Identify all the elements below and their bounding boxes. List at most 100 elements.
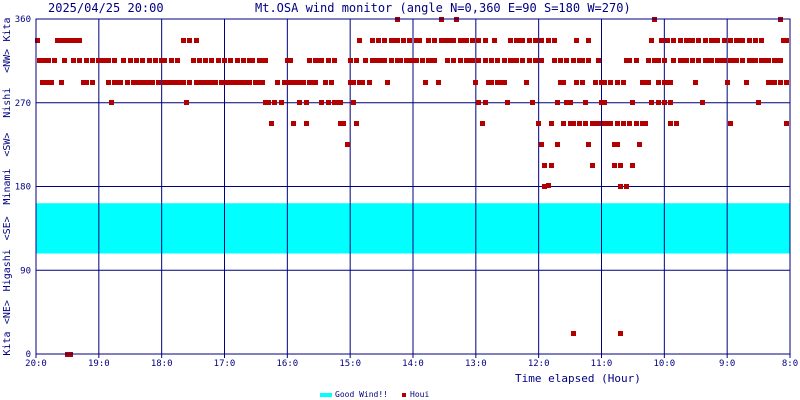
- houi-point: [605, 121, 610, 126]
- houi-point: [759, 38, 764, 43]
- houi-point: [539, 142, 544, 147]
- houi-point: [351, 100, 356, 105]
- houi-point: [502, 80, 507, 85]
- houi-point: [216, 58, 221, 63]
- houi-point: [766, 58, 771, 63]
- houi-point: [715, 38, 720, 43]
- houi-point: [549, 121, 554, 126]
- houi-point: [555, 100, 560, 105]
- houi-point: [709, 58, 714, 63]
- houi-point: [586, 142, 591, 147]
- houi-point: [169, 80, 174, 85]
- houi-point: [687, 38, 692, 43]
- y-tick-label: 180: [15, 183, 31, 193]
- houi-point: [489, 80, 494, 85]
- houi-point: [323, 80, 328, 85]
- houi-point: [740, 38, 745, 43]
- houi-point: [131, 80, 136, 85]
- houi-point: [621, 80, 626, 85]
- houi-point: [140, 58, 145, 63]
- houi-point: [187, 38, 192, 43]
- houi-point: [172, 80, 177, 85]
- houi-points-layer: [35, 17, 789, 357]
- houi-point: [508, 38, 513, 43]
- houi-point: [367, 80, 372, 85]
- houi-point: [552, 38, 557, 43]
- houi-point: [304, 121, 309, 126]
- houi-point: [159, 58, 164, 63]
- houi-point: [599, 80, 604, 85]
- houi-point: [341, 121, 346, 126]
- houi-point: [627, 58, 632, 63]
- houi-point: [703, 38, 708, 43]
- houi-point: [332, 58, 337, 63]
- houi-point: [407, 58, 412, 63]
- houi-point: [458, 58, 463, 63]
- houi-point: [326, 58, 331, 63]
- houi-point: [81, 80, 86, 85]
- houi-point: [747, 38, 752, 43]
- houi-point: [326, 100, 331, 105]
- houi-point: [728, 58, 733, 63]
- houi-point: [244, 80, 249, 85]
- houi-point: [382, 58, 387, 63]
- legend: Good Wind!! Houi: [320, 390, 429, 399]
- houi-point: [395, 58, 400, 63]
- houi-point: [35, 38, 40, 43]
- houi-point: [448, 38, 453, 43]
- houi-point: [414, 38, 419, 43]
- houi-point: [668, 121, 673, 126]
- houi-point: [514, 38, 519, 43]
- axis-layer: 20:0 19:0 18:0 17:0 16:0 15:0 14:0 13:0 12:0 11:0…: [2, 15, 798, 369]
- houi-point: [203, 58, 208, 63]
- houi-point: [483, 38, 488, 43]
- houi-point: [546, 183, 551, 188]
- houi-point: [458, 38, 463, 43]
- x-tick-label: 19:0: [88, 359, 110, 369]
- houi-point: [250, 58, 255, 63]
- houi-point: [508, 58, 513, 63]
- x-tick-label: 15:0: [339, 359, 361, 369]
- houi-point: [338, 100, 343, 105]
- houi-point: [291, 121, 296, 126]
- houi-point: [313, 58, 318, 63]
- houi-point: [442, 38, 447, 43]
- houi-point: [649, 38, 654, 43]
- houi-point: [769, 80, 774, 85]
- houi-point: [640, 80, 645, 85]
- houi-point: [106, 58, 111, 63]
- houi-point: [483, 100, 488, 105]
- houi-point: [649, 100, 654, 105]
- houi-point: [712, 38, 717, 43]
- houi-point: [228, 80, 233, 85]
- houi-point: [209, 58, 214, 63]
- houi-point: [492, 38, 497, 43]
- houi-point: [596, 121, 601, 126]
- x-tick-label: 10:0: [653, 359, 675, 369]
- houi-point: [310, 80, 315, 85]
- houi-point: [266, 100, 271, 105]
- houi-point: [574, 80, 579, 85]
- houi-point: [118, 80, 123, 85]
- houi-point: [473, 80, 478, 85]
- houi-point: [360, 80, 365, 85]
- x-tick-label: 8:0: [782, 359, 798, 369]
- houi-point: [285, 80, 290, 85]
- legend-houi-label: Houi: [410, 390, 429, 399]
- houi-point: [219, 80, 224, 85]
- houi-point: [272, 100, 277, 105]
- houi-point: [612, 163, 617, 168]
- houi-point: [590, 121, 595, 126]
- houi-point: [423, 80, 428, 85]
- houi-point: [706, 58, 711, 63]
- houi-point: [590, 163, 595, 168]
- houi-point: [184, 100, 189, 105]
- houi-point: [282, 80, 287, 85]
- houi-point: [684, 58, 689, 63]
- houi-point: [568, 100, 573, 105]
- houi-point: [514, 58, 519, 63]
- houi-point: [656, 100, 661, 105]
- houi-point: [527, 38, 532, 43]
- houi-point: [624, 58, 629, 63]
- y-direction-label: Minami: [2, 168, 13, 204]
